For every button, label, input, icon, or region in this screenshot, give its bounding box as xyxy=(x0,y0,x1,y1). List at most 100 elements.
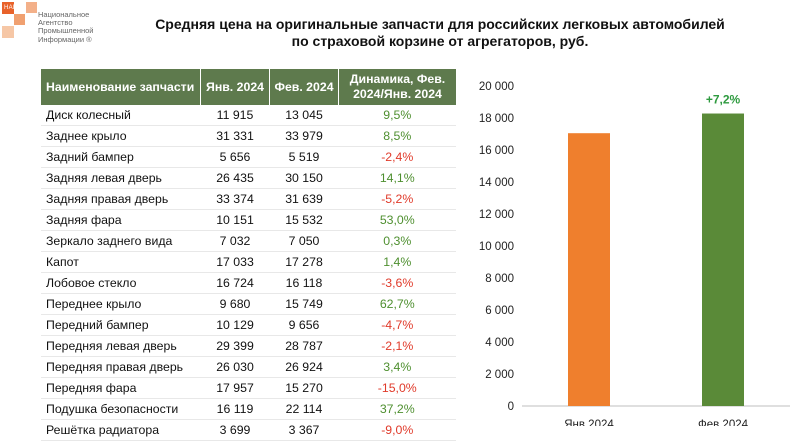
bar-1 xyxy=(568,133,610,406)
jan-price-cell: 33 374 xyxy=(200,188,270,210)
bar-2 xyxy=(702,113,744,406)
column-header-part: Наименование запчасти xyxy=(41,69,201,105)
table-row: Передний бампер 10 129 9 656 -4,7% xyxy=(41,314,456,336)
y-tick-label: 0 xyxy=(508,401,514,413)
feb-price-cell: 5 519 xyxy=(269,146,339,168)
column-header-change: Динамика, Фев. 2024/Янв. 2024 xyxy=(338,69,456,105)
logo-square xyxy=(14,14,25,25)
change-cell: 62,7% xyxy=(338,293,456,315)
change-cell: 9,5% xyxy=(338,105,456,126)
jan-price-cell: 9 680 xyxy=(200,293,270,315)
jan-price-cell: 26 030 xyxy=(200,356,270,378)
table-row: Задний бампер 5 656 5 519 -2,4% xyxy=(41,146,456,168)
x-tick-label: Фев.2024 xyxy=(698,419,749,426)
y-tick-label: 4 000 xyxy=(485,337,514,349)
feb-price-cell: 15 270 xyxy=(269,377,339,399)
feb-price-cell: 7 050 xyxy=(269,230,339,252)
price-bar-chart: 0 2 000 4 000 6 000 8 000 10 000 12 000 14 000 1… xyxy=(479,81,790,426)
parts-price-table: Наименование запчасти Янв. 2024 Фев. 202… xyxy=(41,69,456,441)
table-row: Зеркало заднего вида 7 032 7 050 0,3% xyxy=(41,230,456,252)
change-cell: 37,2% xyxy=(338,398,456,420)
feb-price-cell: 15 749 xyxy=(269,293,339,315)
title-line-1: Средняя цена на оригинальные запчасти дл… xyxy=(155,16,725,32)
part-name-cell: Подушка безопасности xyxy=(41,398,201,420)
logo-line: Информации ® xyxy=(38,34,92,44)
title-line-2: по страховой корзине от агрегаторов, руб… xyxy=(291,33,589,49)
y-tick-label: 16 000 xyxy=(479,145,514,157)
jan-price-cell: 17 957 xyxy=(200,377,270,399)
change-cell: 14,1% xyxy=(338,167,456,189)
part-name-cell: Передняя левая дверь xyxy=(41,335,201,357)
part-name-cell: Задняя правая дверь xyxy=(41,188,201,210)
part-name-cell: Переднее крыло xyxy=(41,293,201,315)
table-row: Задняя правая дверь 33 374 31 639 -5,2% xyxy=(41,188,456,210)
change-cell: 8,5% xyxy=(338,125,456,147)
jan-price-cell: 16 119 xyxy=(200,398,270,420)
column-header-feb: Фев. 2024 xyxy=(269,69,339,105)
logo-line: Промышленной xyxy=(38,26,94,36)
column-header-jan: Янв. 2024 xyxy=(200,69,270,105)
jan-price-cell: 10 151 xyxy=(200,209,270,231)
jan-price-cell: 17 033 xyxy=(200,251,270,273)
change-cell: -5,2% xyxy=(338,188,456,210)
y-tick-label: 18 000 xyxy=(479,113,514,125)
change-cell: 1,4% xyxy=(338,251,456,273)
change-cell: 3,4% xyxy=(338,356,456,378)
table-body: Диск колесный 11 915 13 045 9,5% Заднее крыл… xyxy=(41,105,456,441)
feb-price-cell: 15 532 xyxy=(269,209,339,231)
x-tick-label: Янв.2024 xyxy=(564,419,614,426)
page-title: Средняя цена на оригинальные запчасти дл… xyxy=(120,16,760,50)
jan-price-cell: 5 656 xyxy=(200,146,270,168)
logo-square xyxy=(2,26,14,38)
jan-price-cell: 16 724 xyxy=(200,272,270,294)
y-tick-label: 10 000 xyxy=(479,241,514,253)
change-cell: -2,4% xyxy=(338,146,456,168)
change-cell: -15,0% xyxy=(338,377,456,399)
logo-line: Агентство xyxy=(38,18,73,28)
jan-price-cell: 3 699 xyxy=(200,419,270,441)
feb-price-cell: 30 150 xyxy=(269,167,339,189)
change-cell: -3,6% xyxy=(338,272,456,294)
part-name-cell: Заднее крыло xyxy=(41,125,201,147)
feb-price-cell: 26 924 xyxy=(269,356,339,378)
change-cell: -9,0% xyxy=(338,419,456,441)
logo-line: Национальное xyxy=(38,10,90,19)
part-name-cell: Задний бампер xyxy=(41,146,201,168)
table-row: Задняя левая дверь 26 435 30 150 14,1% xyxy=(41,167,456,189)
table-row: Заднее крыло 31 331 33 979 8,5% xyxy=(41,125,456,147)
table-row: Передняя правая дверь 26 030 26 924 3,4% xyxy=(41,356,456,378)
table-row: Передняя фара 17 957 15 270 -15,0% xyxy=(41,377,456,399)
change-cell: -2,1% xyxy=(338,335,456,357)
change-cell: 53,0% xyxy=(338,209,456,231)
jan-price-cell: 10 129 xyxy=(200,314,270,336)
part-name-cell: Передняя правая дверь xyxy=(41,356,201,378)
jan-price-cell: 11 915 xyxy=(200,105,270,126)
feb-price-cell: 31 639 xyxy=(269,188,339,210)
y-tick-label: 20 000 xyxy=(479,81,514,93)
jan-price-cell: 26 435 xyxy=(200,167,270,189)
feb-price-cell: 9 656 xyxy=(269,314,339,336)
feb-price-cell: 3 367 xyxy=(269,419,339,441)
part-name-cell: Задняя левая дверь xyxy=(41,167,201,189)
change-cell: -4,7% xyxy=(338,314,456,336)
y-tick-label: 2 000 xyxy=(485,369,514,381)
logo-org-name: Национальное Агентство Промышленной Инфо… xyxy=(38,10,108,44)
part-name-cell: Диск колесный xyxy=(41,105,201,126)
y-tick-label: 6 000 xyxy=(485,305,514,317)
feb-price-cell: 33 979 xyxy=(269,125,339,147)
jan-price-cell: 31 331 xyxy=(200,125,270,147)
change-annotation: +7,2% xyxy=(706,93,741,107)
feb-price-cell: 28 787 xyxy=(269,335,339,357)
part-name-cell: Зеркало заднего вида xyxy=(41,230,201,252)
jan-price-cell: 7 032 xyxy=(200,230,270,252)
part-name-cell: Решётка радиатора xyxy=(41,419,201,441)
table-row: Решётка радиатора 3 699 3 367 -9,0% xyxy=(41,419,456,441)
part-name-cell: Передняя фара xyxy=(41,377,201,399)
feb-price-cell: 16 118 xyxy=(269,272,339,294)
table-header-row: Наименование запчасти Янв. 2024 Фев. 202… xyxy=(41,69,456,105)
napi-logo: НАПИ Национальное Агентство Промышленной… xyxy=(2,2,102,54)
y-tick-label: 12 000 xyxy=(479,209,514,221)
logo-tag: НАПИ xyxy=(4,5,23,11)
table-row: Лобовое стекло 16 724 16 118 -3,6% xyxy=(41,272,456,294)
change-cell: 0,3% xyxy=(338,230,456,252)
